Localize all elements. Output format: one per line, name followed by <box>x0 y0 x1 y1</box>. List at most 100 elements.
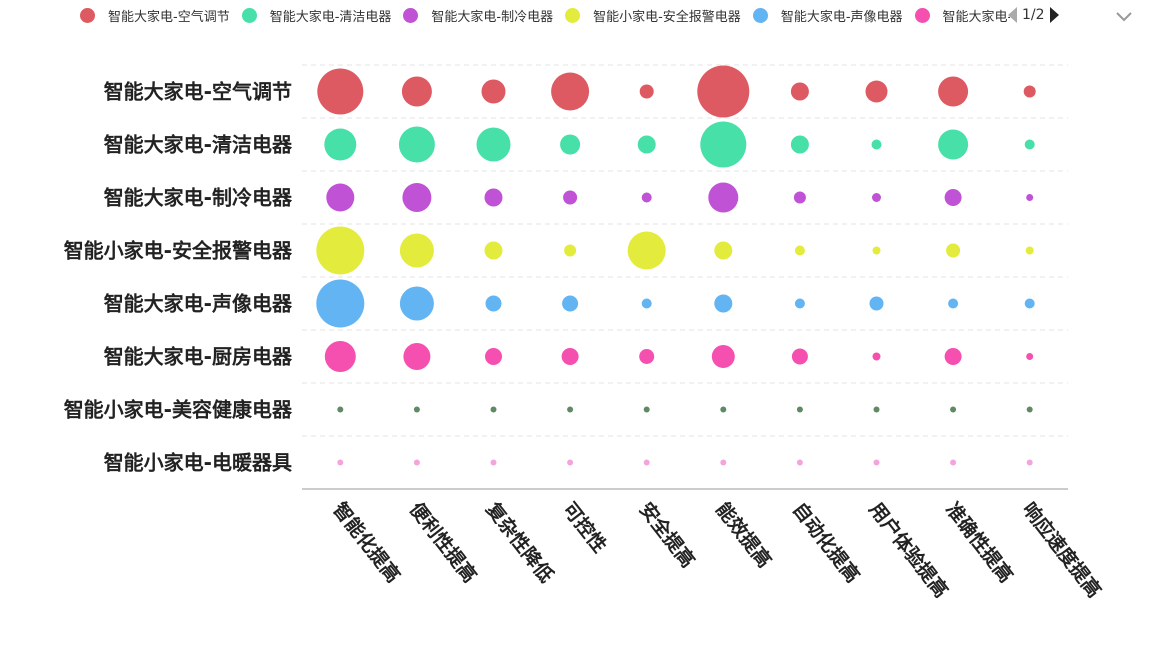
bubble-point[interactable] <box>1026 194 1033 201</box>
bubble-point[interactable] <box>551 73 589 111</box>
bubble-point[interactable] <box>414 460 420 466</box>
bubble-point[interactable] <box>945 348 962 365</box>
x-tick-label: 复杂性降低 <box>481 497 558 587</box>
x-tick-label: 可控性 <box>558 498 611 557</box>
bubble-point[interactable] <box>1024 86 1036 98</box>
bubble-point[interactable] <box>326 184 354 212</box>
bubble-point[interactable] <box>792 349 808 365</box>
bubble-point[interactable] <box>708 183 738 213</box>
y-tick-label: 智能小家电-美容健康电器 <box>64 398 293 422</box>
bubble-point[interactable] <box>324 129 356 161</box>
bubble-point[interactable] <box>564 245 576 257</box>
bubble-point[interactable] <box>639 349 654 364</box>
bubble-point[interactable] <box>486 296 502 312</box>
x-tick-label: 智能化提高 <box>328 498 405 587</box>
y-tick-label: 智能小家电-安全报警电器 <box>64 239 293 263</box>
bubble-point[interactable] <box>644 460 650 466</box>
bubble-point[interactable] <box>638 136 656 154</box>
bubble-point[interactable] <box>714 242 732 260</box>
bubble-point[interactable] <box>938 77 968 107</box>
bubble-point[interactable] <box>1026 247 1034 255</box>
bubble-point[interactable] <box>567 407 573 413</box>
bubble-point[interactable] <box>950 460 956 466</box>
bubble-point[interactable] <box>403 343 430 370</box>
y-tick-label: 智能大家电-声像电器 <box>104 292 293 316</box>
bubble-point[interactable] <box>874 460 880 466</box>
bubble-point[interactable] <box>797 407 803 413</box>
bubble-point[interactable] <box>1027 407 1033 413</box>
x-tick-label: 用户体验提高 <box>865 498 953 602</box>
bubble-point[interactable] <box>712 345 735 368</box>
bubble-point[interactable] <box>562 348 579 365</box>
bubble-point[interactable] <box>399 127 435 163</box>
bubble-point[interactable] <box>325 341 356 372</box>
bubble-point[interactable] <box>795 246 805 256</box>
y-tick-label: 智能大家电-厨房电器 <box>104 345 293 369</box>
bubble-point[interactable] <box>720 407 726 413</box>
bubble-point[interactable] <box>946 244 960 258</box>
bubble-point[interactable] <box>872 140 882 150</box>
bubble-point[interactable] <box>870 297 884 311</box>
bubble-point[interactable] <box>567 460 573 466</box>
bubble-point[interactable] <box>402 183 431 212</box>
bubble-point[interactable] <box>402 77 432 107</box>
bubble-point[interactable] <box>797 460 803 466</box>
bubble-point[interactable] <box>945 189 962 206</box>
bubble-point[interactable] <box>872 193 881 202</box>
bubble-point[interactable] <box>316 280 364 328</box>
x-tick-label: 准确性提高 <box>941 498 1018 587</box>
y-tick-label: 智能小家电-电暖器具 <box>104 451 292 475</box>
bubble-point[interactable] <box>337 407 343 413</box>
x-tick-label: 自动化提高 <box>788 498 865 587</box>
bubble-point[interactable] <box>644 407 650 413</box>
bubble-point[interactable] <box>938 130 968 160</box>
y-tick-label: 智能大家电-清洁电器 <box>104 133 293 157</box>
x-tick-label: 安全提高 <box>635 498 700 572</box>
bubble-point[interactable] <box>697 66 749 118</box>
bubble-point[interactable] <box>491 460 497 466</box>
bubble-point[interactable] <box>485 348 502 365</box>
bubble-point[interactable] <box>873 247 881 255</box>
bubble-point[interactable] <box>317 69 363 115</box>
bubble-point[interactable] <box>794 192 806 204</box>
bubble-point[interactable] <box>700 122 746 168</box>
bubble-point[interactable] <box>485 242 503 260</box>
bubble-point[interactable] <box>477 128 511 162</box>
bubble-point[interactable] <box>1026 353 1033 360</box>
bubble-point[interactable] <box>950 407 956 413</box>
bubble-point[interactable] <box>714 295 732 313</box>
x-tick-label: 便利性提高 <box>405 498 482 587</box>
bubble-point[interactable] <box>563 191 577 205</box>
bubble-point[interactable] <box>491 407 497 413</box>
bubble-point[interactable] <box>642 299 652 309</box>
bubble-point[interactable] <box>414 407 420 413</box>
y-tick-label: 智能大家电-空气调节 <box>104 80 292 104</box>
bubble-point[interactable] <box>1025 299 1035 309</box>
bubble-point[interactable] <box>562 296 578 312</box>
bubble-point[interactable] <box>482 80 506 104</box>
y-tick-label: 智能大家电-制冷电器 <box>104 186 293 210</box>
bubble-point[interactable] <box>628 232 666 270</box>
bubble-point[interactable] <box>337 460 343 466</box>
x-tick-label: 能效提高 <box>711 498 776 572</box>
bubble-point[interactable] <box>485 189 503 207</box>
bubble-point[interactable] <box>720 460 726 466</box>
bubble-point[interactable] <box>795 299 805 309</box>
bubble-point[interactable] <box>640 85 654 99</box>
bubble-point[interactable] <box>316 227 364 275</box>
bubble-point[interactable] <box>1027 460 1033 466</box>
bubble-point[interactable] <box>866 81 888 103</box>
bubble-point[interactable] <box>948 299 958 309</box>
bubble-point[interactable] <box>400 234 434 268</box>
bubble-point[interactable] <box>400 287 434 321</box>
x-tick-label: 响应速度提高 <box>1018 498 1106 602</box>
bubble-point[interactable] <box>791 83 809 101</box>
bubble-point[interactable] <box>642 193 652 203</box>
bubble-point[interactable] <box>791 136 809 154</box>
bubble-point[interactable] <box>874 407 880 413</box>
bubble-point[interactable] <box>560 135 580 155</box>
bubble-point[interactable] <box>1025 140 1035 150</box>
bubble-point[interactable] <box>873 353 881 361</box>
